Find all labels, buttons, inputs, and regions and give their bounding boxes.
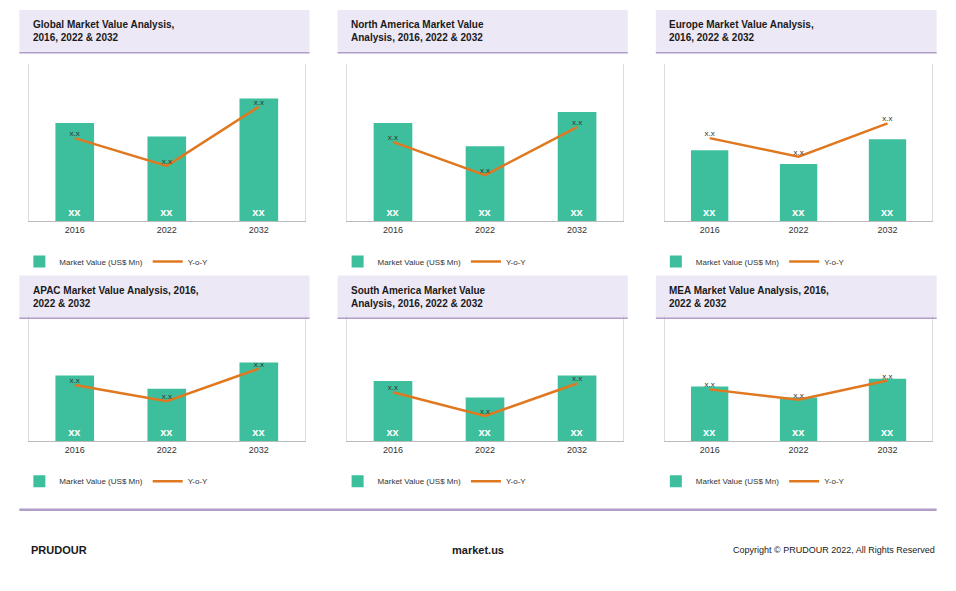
- svg-text:APAC Market Value Analysis, 20: APAC Market Value Analysis, 2016,2022 & …: [33, 285, 199, 309]
- svg-text:x.x: x.x: [254, 360, 264, 369]
- svg-text:market.us: market.us: [452, 544, 504, 556]
- svg-text:2032: 2032: [567, 225, 587, 235]
- svg-text:x.x: x.x: [705, 129, 715, 138]
- svg-text:Market Value (US$ Mn): Market Value (US$ Mn): [59, 258, 142, 267]
- svg-text:x.x: x.x: [572, 374, 582, 383]
- svg-text:PRUDOUR: PRUDOUR: [31, 544, 87, 556]
- svg-text:x.x: x.x: [882, 114, 892, 123]
- svg-text:2022: 2022: [789, 445, 809, 455]
- svg-text:xx: xx: [571, 206, 584, 218]
- svg-text:x.x: x.x: [70, 376, 80, 385]
- svg-text:xx: xx: [386, 426, 399, 438]
- svg-text:Y-o-Y: Y-o-Y: [824, 477, 844, 486]
- svg-text:xx: xx: [881, 206, 894, 218]
- svg-text:x.x: x.x: [388, 133, 398, 142]
- svg-text:Market Value (US$ Mn): Market Value (US$ Mn): [378, 477, 461, 486]
- svg-text:2016: 2016: [383, 445, 403, 455]
- svg-text:x.x: x.x: [882, 372, 892, 381]
- svg-text:xx: xx: [386, 206, 399, 218]
- svg-text:North America Market ValueAnal: North America Market ValueAnalysis, 2016…: [351, 19, 484, 43]
- svg-text:Y-o-Y: Y-o-Y: [824, 258, 844, 267]
- svg-text:2022: 2022: [789, 225, 809, 235]
- svg-text:Market Value (US$ Mn): Market Value (US$ Mn): [378, 258, 461, 267]
- svg-text:xx: xx: [68, 206, 81, 218]
- svg-text:Y-o-Y: Y-o-Y: [506, 477, 526, 486]
- svg-text:2022: 2022: [157, 225, 177, 235]
- svg-text:xx: xx: [160, 426, 173, 438]
- svg-text:2032: 2032: [249, 225, 269, 235]
- svg-text:x.x: x.x: [388, 383, 398, 392]
- svg-text:xx: xx: [571, 426, 584, 438]
- svg-text:xx: xx: [160, 206, 173, 218]
- svg-text:Market Value (US$ Mn): Market Value (US$ Mn): [59, 477, 142, 486]
- svg-text:South America Market ValueAnal: South America Market ValueAnalysis, 2016…: [351, 285, 486, 309]
- svg-text:xx: xx: [68, 426, 81, 438]
- svg-text:xx: xx: [478, 206, 491, 218]
- svg-text:xx: xx: [478, 426, 491, 438]
- svg-text:2032: 2032: [249, 445, 269, 455]
- svg-text:x.x: x.x: [793, 391, 803, 400]
- svg-text:x.x: x.x: [480, 166, 490, 175]
- svg-text:Global Market Value Analysis,2: Global Market Value Analysis,2016, 2022 …: [33, 19, 175, 43]
- svg-text:xx: xx: [252, 206, 265, 218]
- svg-text:Y-o-Y: Y-o-Y: [506, 258, 526, 267]
- svg-text:x.x: x.x: [480, 407, 490, 416]
- svg-text:2022: 2022: [475, 225, 495, 235]
- svg-text:2016: 2016: [700, 225, 720, 235]
- svg-text:2032: 2032: [877, 445, 897, 455]
- svg-text:2016: 2016: [383, 225, 403, 235]
- svg-text:Copyright © PRUDOUR 2022, All: Copyright © PRUDOUR 2022, All Rights Res…: [733, 545, 935, 555]
- svg-text:Market Value (US$ Mn): Market Value (US$ Mn): [696, 258, 779, 267]
- svg-text:xx: xx: [703, 426, 716, 438]
- svg-text:xx: xx: [792, 206, 805, 218]
- svg-text:x.x: x.x: [793, 148, 803, 157]
- svg-text:2032: 2032: [877, 225, 897, 235]
- svg-text:2016: 2016: [65, 225, 85, 235]
- svg-text:x.x: x.x: [162, 392, 172, 401]
- svg-text:Y-o-Y: Y-o-Y: [188, 477, 208, 486]
- svg-text:2022: 2022: [475, 445, 495, 455]
- svg-text:Market Value (US$ Mn): Market Value (US$ Mn): [696, 477, 779, 486]
- svg-text:xx: xx: [792, 426, 805, 438]
- svg-text:xx: xx: [252, 426, 265, 438]
- svg-text:Y-o-Y: Y-o-Y: [188, 258, 208, 267]
- svg-text:x.x: x.x: [70, 129, 80, 138]
- svg-text:x.x: x.x: [705, 380, 715, 389]
- svg-text:x.x: x.x: [254, 98, 264, 107]
- svg-text:xx: xx: [703, 206, 716, 218]
- svg-text:x.x: x.x: [162, 157, 172, 166]
- svg-text:Europe Market Value Analysis,2: Europe Market Value Analysis,2016, 2022 …: [669, 19, 814, 43]
- svg-text:2016: 2016: [700, 445, 720, 455]
- svg-text:2032: 2032: [567, 445, 587, 455]
- svg-text:xx: xx: [881, 426, 894, 438]
- svg-text:x.x: x.x: [572, 118, 582, 127]
- svg-text:2022: 2022: [157, 445, 177, 455]
- svg-text:MEA Market Value Analysis, 201: MEA Market Value Analysis, 2016,2022 & 2…: [669, 285, 829, 309]
- svg-text:2016: 2016: [65, 445, 85, 455]
